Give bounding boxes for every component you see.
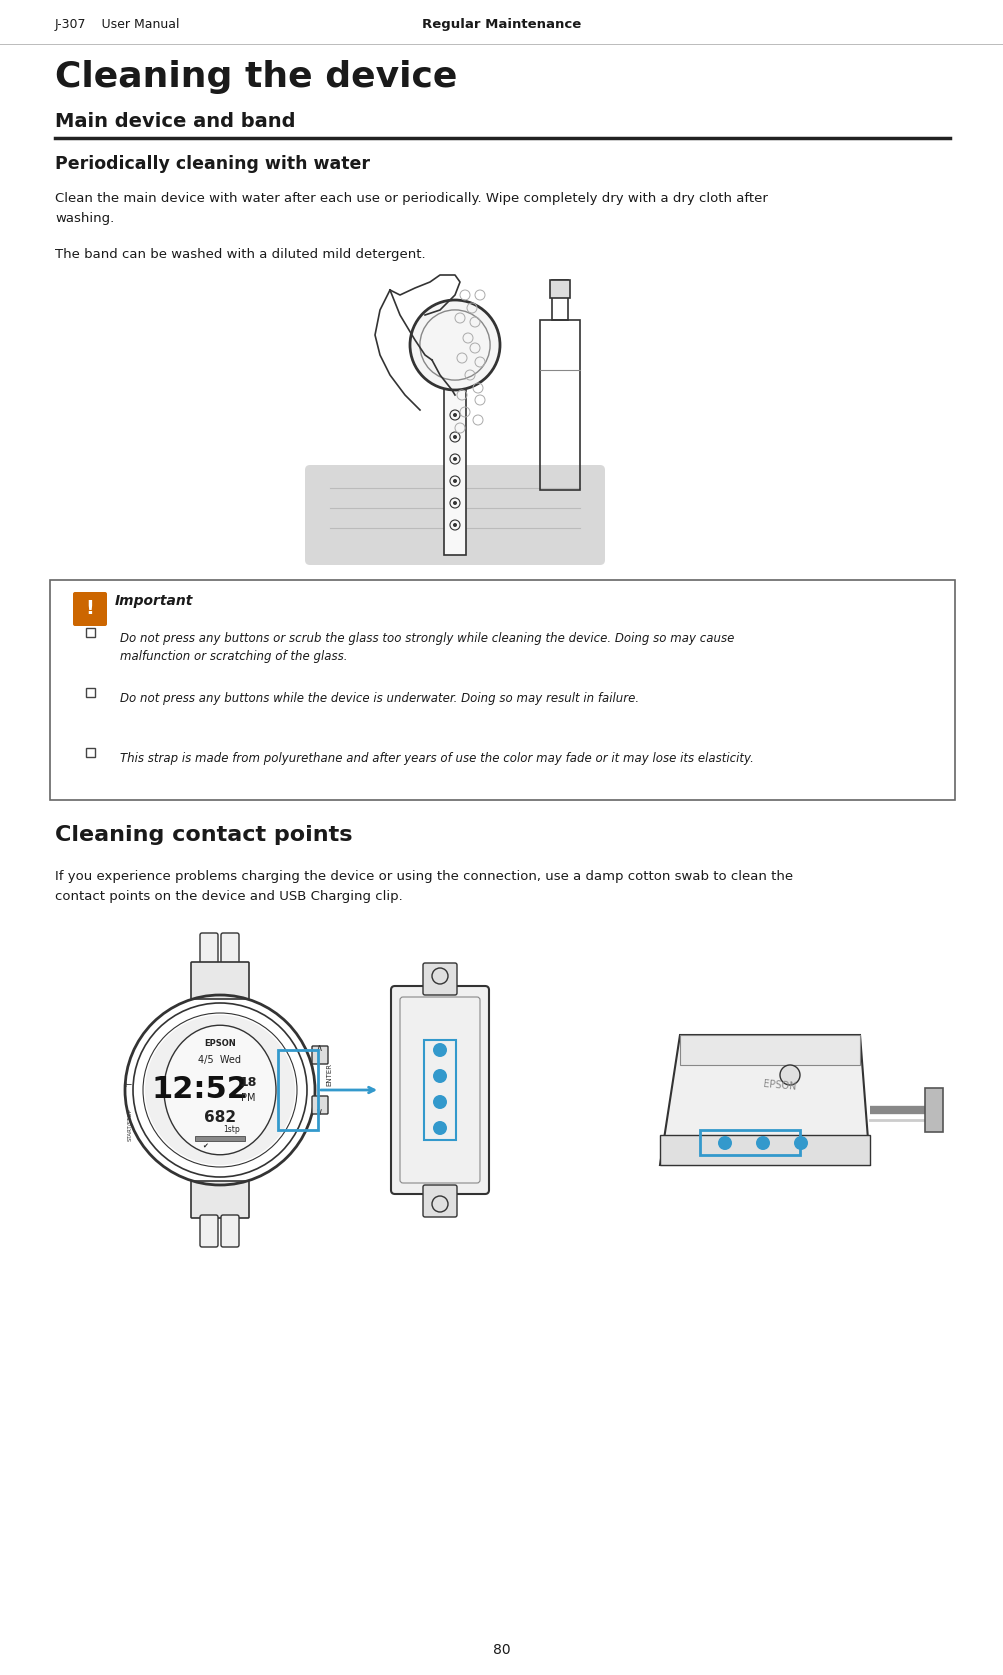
Polygon shape — [659, 1136, 870, 1166]
Circle shape — [755, 1136, 769, 1151]
Text: Cleaning the device: Cleaning the device — [55, 60, 457, 94]
Polygon shape — [679, 1035, 860, 1065]
FancyBboxPatch shape — [191, 1181, 249, 1218]
Text: Main device and band: Main device and band — [55, 112, 295, 131]
Bar — [443, 310, 465, 554]
Text: START/STOP: START/STOP — [127, 1109, 132, 1141]
FancyBboxPatch shape — [221, 1214, 239, 1246]
Text: ✔: ✔ — [202, 1142, 208, 1149]
FancyBboxPatch shape — [200, 1214, 218, 1246]
Bar — [278, 1050, 318, 1131]
FancyBboxPatch shape — [390, 987, 488, 1194]
Circle shape — [432, 1095, 446, 1109]
Text: ∧: ∧ — [315, 1044, 322, 1054]
FancyBboxPatch shape — [191, 961, 249, 998]
Circle shape — [452, 479, 456, 482]
Circle shape — [452, 457, 456, 461]
FancyBboxPatch shape — [73, 591, 107, 626]
Polygon shape — [659, 1035, 870, 1166]
Text: 1stp: 1stp — [224, 1126, 240, 1134]
Bar — [550, 280, 570, 298]
Bar — [195, 1136, 245, 1141]
FancyBboxPatch shape — [305, 466, 605, 564]
Text: EPSON: EPSON — [762, 1079, 796, 1092]
Bar — [552, 280, 568, 320]
Text: EPSON: EPSON — [204, 1040, 236, 1049]
Circle shape — [452, 436, 456, 439]
Text: Do not press any buttons or scrub the glass too strongly while cleaning the devi: Do not press any buttons or scrub the gl… — [120, 631, 733, 645]
Text: Clean the main device with water after each use or periodically. Wipe completely: Clean the main device with water after e… — [55, 193, 767, 204]
Bar — [86, 749, 95, 757]
Text: If you experience problems charging the device or using the connection, use a da: If you experience problems charging the … — [55, 869, 792, 883]
Circle shape — [779, 1065, 799, 1085]
Circle shape — [717, 1136, 731, 1151]
Text: J-307    User Manual: J-307 User Manual — [55, 18, 181, 32]
FancyBboxPatch shape — [422, 963, 456, 995]
Text: 80: 80 — [492, 1643, 511, 1657]
Text: Periodically cleaning with water: Periodically cleaning with water — [55, 156, 370, 173]
Text: Important: Important — [115, 595, 194, 608]
Text: Regular Maintenance: Regular Maintenance — [422, 18, 581, 32]
Circle shape — [432, 1044, 446, 1057]
Text: !: ! — [85, 600, 94, 618]
Circle shape — [452, 501, 456, 504]
Circle shape — [409, 300, 499, 390]
Text: 12:52: 12:52 — [151, 1075, 248, 1104]
Text: This strap is made from polyurethane and after years of use the color may fade o: This strap is made from polyurethane and… — [120, 752, 753, 765]
Text: 18: 18 — [239, 1075, 257, 1089]
Text: ∨: ∨ — [315, 1107, 322, 1117]
Circle shape — [452, 414, 456, 417]
Text: Cleaning contact points: Cleaning contact points — [55, 826, 352, 844]
Text: contact points on the device and USB Charging clip.: contact points on the device and USB Cha… — [55, 889, 402, 903]
Text: Do not press any buttons while the device is underwater. Doing so may result in : Do not press any buttons while the devic… — [120, 692, 639, 705]
Text: ENTER: ENTER — [326, 1064, 332, 1087]
Text: 4/5  Wed: 4/5 Wed — [199, 1055, 242, 1065]
Circle shape — [432, 1069, 446, 1084]
FancyBboxPatch shape — [200, 933, 218, 965]
Text: malfunction or scratching of the glass.: malfunction or scratching of the glass. — [120, 650, 347, 663]
Ellipse shape — [163, 1025, 276, 1154]
Circle shape — [793, 1136, 807, 1151]
Bar — [423, 1040, 455, 1141]
Text: washing.: washing. — [55, 213, 114, 224]
Text: ←: ← — [123, 1080, 132, 1090]
Circle shape — [144, 1015, 295, 1166]
FancyBboxPatch shape — [422, 1184, 456, 1218]
Text: The band can be washed with a diluted mild detergent.: The band can be washed with a diluted mi… — [55, 248, 425, 261]
FancyBboxPatch shape — [221, 933, 239, 965]
FancyBboxPatch shape — [312, 1095, 328, 1114]
Bar — [50, 580, 954, 801]
Bar — [924, 1089, 942, 1132]
Text: 682: 682 — [204, 1111, 236, 1126]
FancyBboxPatch shape — [312, 1045, 328, 1064]
Circle shape — [452, 523, 456, 528]
Text: PM: PM — [241, 1094, 255, 1104]
Circle shape — [432, 1121, 446, 1136]
Bar — [86, 688, 95, 697]
Bar — [86, 628, 95, 636]
Bar — [540, 320, 580, 491]
